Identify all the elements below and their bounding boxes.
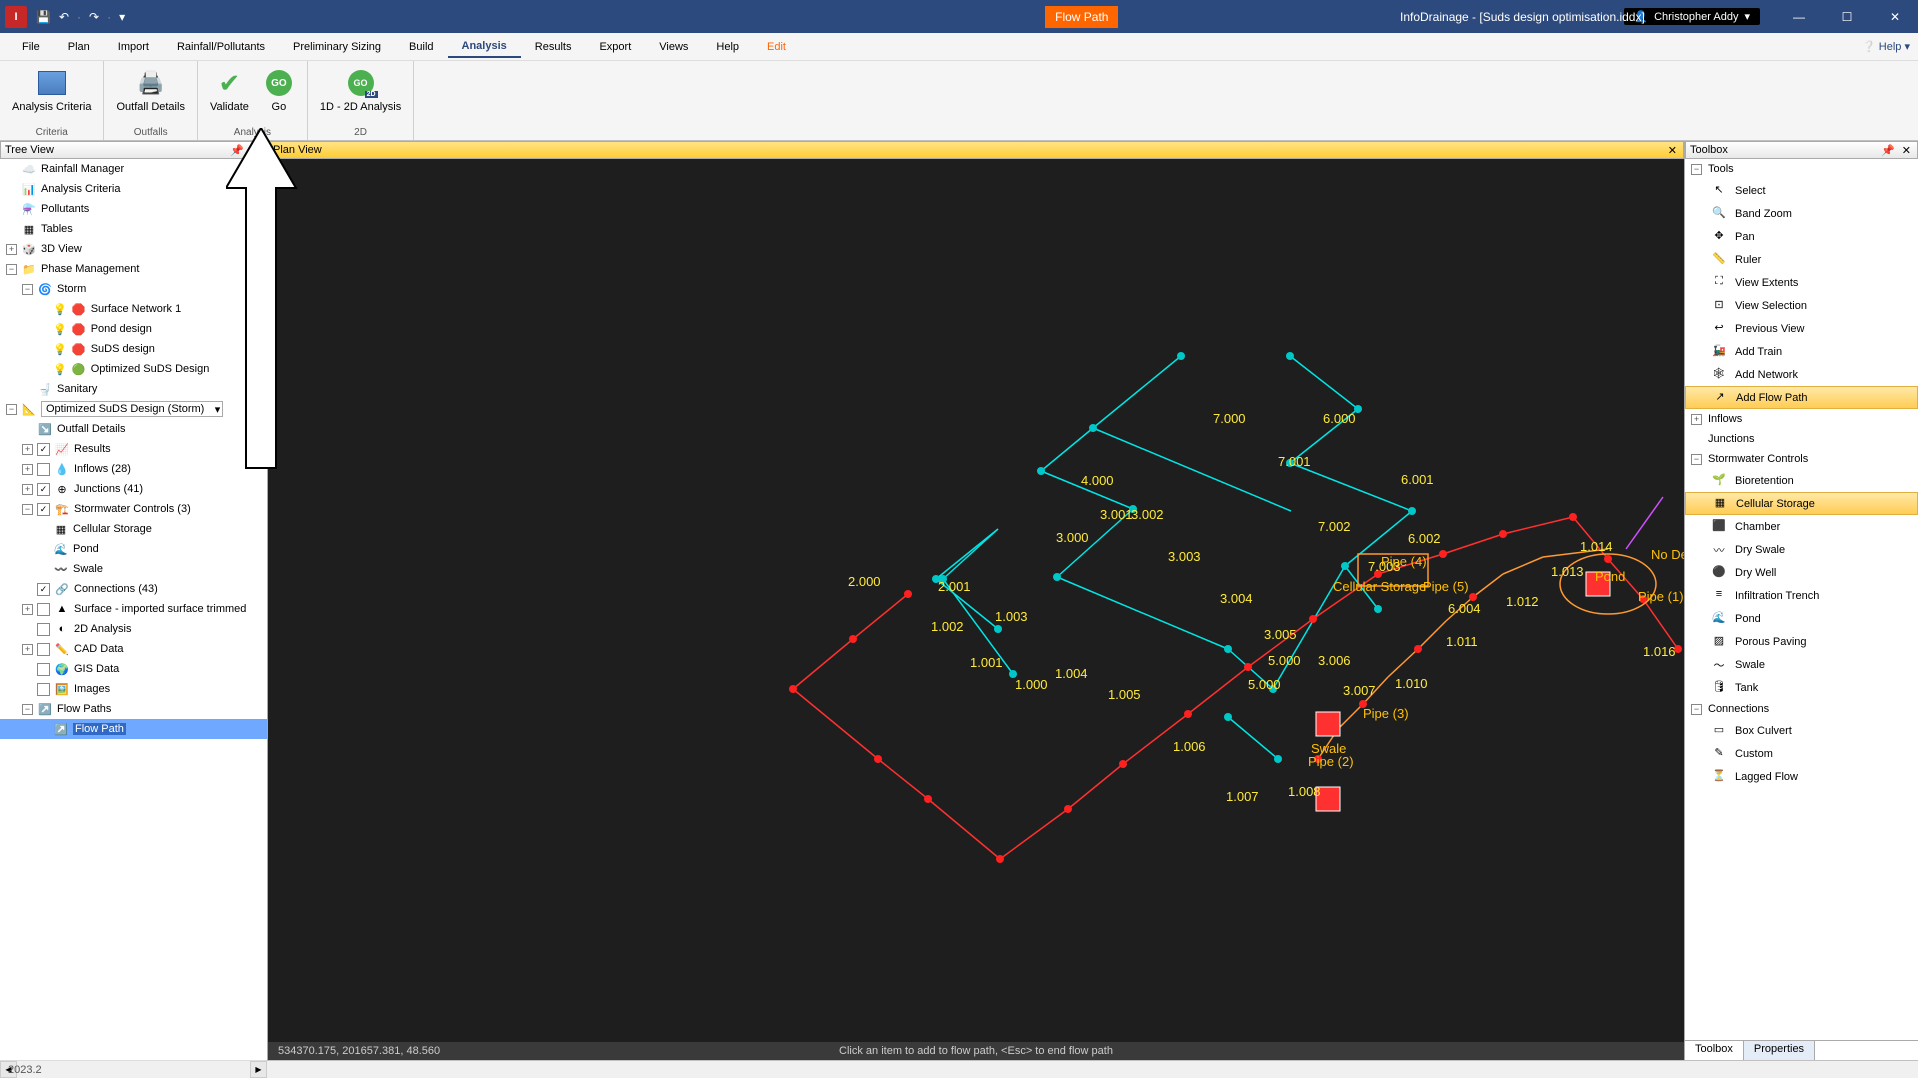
tool-custom[interactable]: ✎Custom: [1685, 742, 1918, 765]
menu-plan[interactable]: Plan: [54, 37, 104, 57]
close-icon[interactable]: ✕: [1900, 144, 1913, 157]
statusbar: 2023.2: [0, 1060, 1918, 1078]
tool-band-zoom[interactable]: 🔍Band Zoom: [1685, 202, 1918, 225]
toolbox-panel: Toolbox 📌 ✕ −Tools↖Select🔍Band Zoom✥Pan📏…: [1684, 141, 1918, 1060]
ribbon-1d---2d-analysis[interactable]: GO2D1D - 2D Analysis: [316, 65, 405, 115]
tree-view-title: Tree View: [5, 144, 54, 156]
ribbon-group-2d: GO2D1D - 2D Analysis2D: [308, 61, 414, 140]
tree-item[interactable]: +✓⊕Junctions (41): [0, 479, 267, 499]
tool-lagged-flow[interactable]: ⏳Lagged Flow: [1685, 765, 1918, 788]
quick-access-toolbar: 💾 ↶ · ↷ · ▾: [36, 10, 125, 24]
menu-help[interactable]: Help: [702, 37, 753, 57]
tree-item[interactable]: ◐2D Analysis: [0, 619, 267, 639]
menubar: FilePlanImportRainfall/PollutantsPrelimi…: [0, 33, 1918, 61]
menu-rainfall/pollutants[interactable]: Rainfall/Pollutants: [163, 37, 279, 57]
tree-item[interactable]: +▲Surface - imported surface trimmed: [0, 599, 267, 619]
menu-analysis[interactable]: Analysis: [448, 36, 521, 58]
coordinates: 534370.175, 201657.381, 48.560: [278, 1045, 440, 1057]
tree-item[interactable]: 🌍GIS Data: [0, 659, 267, 679]
toolbox-category[interactable]: −Stormwater Controls: [1685, 449, 1918, 469]
maximize-button[interactable]: ☐: [1824, 0, 1870, 33]
toolbox-category[interactable]: Junctions: [1685, 429, 1918, 449]
tree-item[interactable]: 〰️Swale: [0, 559, 267, 579]
tool-ruler[interactable]: 📏Ruler: [1685, 248, 1918, 271]
tool-dry-well[interactable]: ⚫Dry Well: [1685, 561, 1918, 584]
tree-item[interactable]: ↗️Flow Path: [0, 719, 267, 739]
menu-preliminary sizing[interactable]: Preliminary Sizing: [279, 37, 395, 57]
tool-pan[interactable]: ✥Pan: [1685, 225, 1918, 248]
tool-select[interactable]: ↖Select: [1685, 179, 1918, 202]
menu-import[interactable]: Import: [104, 37, 163, 57]
annotation-arrow: [226, 128, 316, 478]
tool-view-extents[interactable]: ⛶View Extents: [1685, 271, 1918, 294]
toolbox-title: Toolbox: [1690, 144, 1728, 156]
titlebar: I 💾 ↶ · ↷ · ▾ Flow Path InfoDrainage - […: [0, 0, 1918, 33]
toolbox-body[interactable]: −Tools↖Select🔍Band Zoom✥Pan📏Ruler⛶View E…: [1685, 159, 1918, 1040]
tool-dry-swale[interactable]: 〰Dry Swale: [1685, 538, 1918, 561]
toolbox-tab-properties[interactable]: Properties: [1744, 1041, 1815, 1060]
canvas-statusbar: 534370.175, 201657.381, 48.560 Click an …: [268, 1042, 1684, 1060]
tree-item[interactable]: −✓🏗️Stormwater Controls (3): [0, 499, 267, 519]
tool-tank[interactable]: 🛢Tank: [1685, 676, 1918, 699]
tool-view-selection[interactable]: ⊡View Selection: [1685, 294, 1918, 317]
app-title: InfoDrainage - [Suds design optimisation…: [1400, 10, 1645, 24]
plan-view-panel: Plan View ✕ 7.0006.0007.0016.0017.0026.0…: [268, 141, 1684, 1060]
tool-add-network[interactable]: 🕸Add Network: [1685, 363, 1918, 386]
tree-item[interactable]: 🖼️Images: [0, 679, 267, 699]
chevron-down-icon: ▾: [1744, 10, 1750, 23]
tree-item[interactable]: +✏️CAD Data: [0, 639, 267, 659]
menu-export[interactable]: Export: [585, 37, 645, 57]
menu-build[interactable]: Build: [395, 37, 447, 57]
ribbon-outfall-details[interactable]: 🖨️Outfall Details: [112, 65, 188, 115]
menu-views[interactable]: Views: [645, 37, 702, 57]
tool-porous-paving[interactable]: ▨Porous Paving: [1685, 630, 1918, 653]
tool-pond[interactable]: 🌊Pond: [1685, 607, 1918, 630]
version-label: 2023.2: [8, 1064, 42, 1076]
toolbox-tabs: ToolboxProperties: [1685, 1040, 1918, 1060]
redo-icon[interactable]: ↷: [89, 10, 99, 24]
minimize-button[interactable]: —: [1776, 0, 1822, 33]
tool-swale[interactable]: 〜Swale: [1685, 653, 1918, 676]
ribbon-analysis-criteria[interactable]: Analysis Criteria: [8, 65, 95, 115]
toolbox-category[interactable]: +Inflows: [1685, 409, 1918, 429]
app-logo: I: [5, 6, 27, 28]
close-icon[interactable]: ✕: [1666, 144, 1679, 157]
menu-edit[interactable]: Edit: [753, 37, 800, 57]
tool-chamber[interactable]: ⬛Chamber: [1685, 515, 1918, 538]
tree-item[interactable]: 🌊Pond: [0, 539, 267, 559]
ribbon-validate[interactable]: ✔Validate: [206, 65, 253, 115]
canvas-hint: Click an item to add to flow path, <Esc>…: [839, 1045, 1113, 1057]
toolbox-tab-toolbox[interactable]: Toolbox: [1685, 1041, 1744, 1060]
tool-box-culvert[interactable]: ▭Box Culvert: [1685, 719, 1918, 742]
pin-icon[interactable]: 📌: [1879, 144, 1897, 157]
ribbon-group-outfalls: 🖨️Outfall DetailsOutfalls: [104, 61, 197, 140]
plan-view-header: Plan View ✕: [268, 141, 1684, 159]
user-name: Christopher Addy: [1654, 11, 1738, 23]
tree-item[interactable]: ▦Cellular Storage: [0, 519, 267, 539]
qat-dropdown-icon[interactable]: ▾: [119, 10, 125, 24]
tool-bioretention[interactable]: 🌱Bioretention: [1685, 469, 1918, 492]
tree-item[interactable]: −↗️Flow Paths: [0, 699, 267, 719]
tool-add-train[interactable]: 🚂Add Train: [1685, 340, 1918, 363]
menu-results[interactable]: Results: [521, 37, 586, 57]
close-button[interactable]: ✕: [1872, 0, 1918, 33]
plan-view-canvas[interactable]: 7.0006.0007.0016.0017.0026.0027.0034.000…: [268, 159, 1684, 1042]
toolbox-category[interactable]: −Tools: [1685, 159, 1918, 179]
mode-badge: Flow Path: [1045, 6, 1118, 28]
ribbon-go[interactable]: GOGo: [259, 65, 299, 115]
tool-add-flow-path[interactable]: ↗Add Flow Path: [1685, 386, 1918, 409]
undo-icon[interactable]: ↶: [59, 10, 69, 24]
tool-infiltration-trench[interactable]: ≡Infiltration Trench: [1685, 584, 1918, 607]
tree-item[interactable]: ✓🔗Connections (43): [0, 579, 267, 599]
toolbox-header: Toolbox 📌 ✕: [1685, 141, 1918, 159]
menu-file[interactable]: File: [8, 37, 54, 57]
toolbox-category[interactable]: −Connections: [1685, 699, 1918, 719]
tool-cellular-storage[interactable]: ▦Cellular Storage: [1685, 492, 1918, 515]
help-link[interactable]: ❔ Help ▾: [1862, 40, 1910, 53]
tool-previous-view[interactable]: ↩Previous View: [1685, 317, 1918, 340]
save-icon[interactable]: 💾: [36, 10, 51, 24]
ribbon-group-criteria: Analysis CriteriaCriteria: [0, 61, 104, 140]
